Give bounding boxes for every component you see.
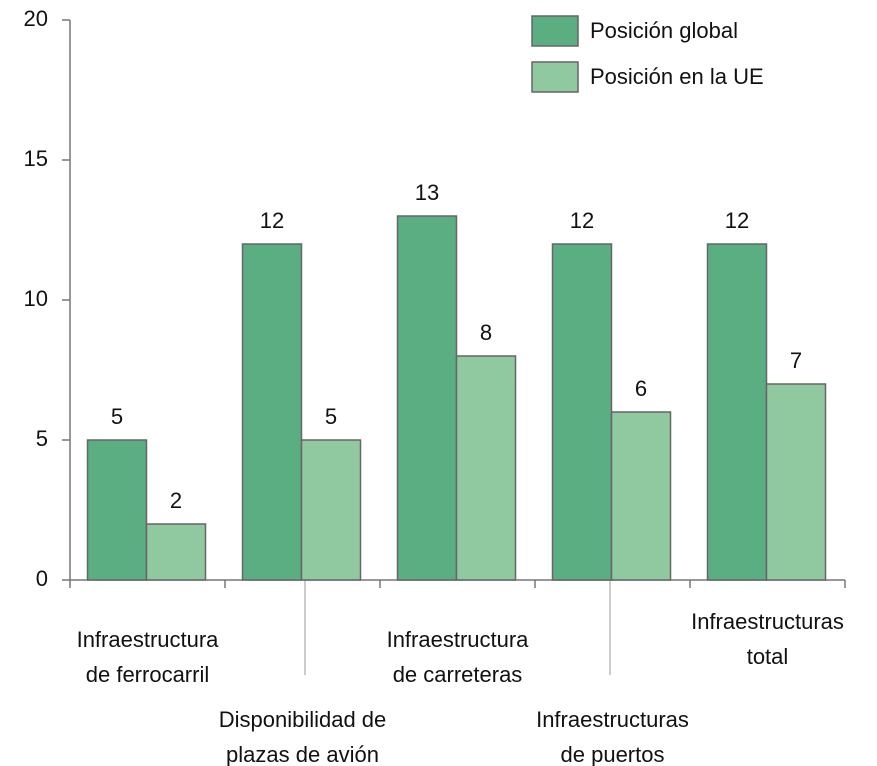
- legend-label: Posición global: [590, 18, 738, 43]
- y-tick-label: 10: [24, 286, 48, 311]
- value-label: 5: [111, 404, 123, 429]
- value-label: 7: [790, 348, 802, 373]
- value-label: 13: [415, 180, 439, 205]
- bar: [300, 439, 362, 581]
- legend-swatch: [531, 15, 579, 47]
- value-label: 12: [260, 208, 284, 233]
- bar: [610, 411, 672, 581]
- x-tick-label: Disponibilidad de plazas de avión: [218, 707, 387, 766]
- bar: [145, 523, 207, 581]
- x-tick-label: Infraestructuras de puertos: [536, 707, 689, 766]
- y-tick-label: 15: [24, 146, 48, 171]
- value-label: 8: [480, 320, 492, 345]
- value-label: 2: [170, 488, 182, 513]
- bar: [396, 215, 458, 581]
- legend-label: Posición en la UE: [590, 64, 764, 89]
- bar: [455, 355, 517, 581]
- value-label: 5: [325, 404, 337, 429]
- x-tick-label: Infraestructuras total: [691, 609, 844, 669]
- x-tick-label: Infraestructura de ferrocarril: [76, 627, 219, 687]
- y-tick-label: 5: [36, 426, 48, 451]
- bar: [551, 243, 613, 581]
- bar: [241, 243, 303, 581]
- value-label: 12: [570, 208, 594, 233]
- bar: [86, 439, 148, 581]
- legend-swatch: [531, 61, 579, 93]
- value-label: 6: [635, 376, 647, 401]
- bar: [706, 243, 768, 581]
- bar: [765, 383, 827, 581]
- value-label: 12: [725, 208, 749, 233]
- y-tick-label: 0: [36, 566, 48, 591]
- y-tick-label: 20: [24, 6, 48, 31]
- x-tick-label: Infraestructura de carreteras: [386, 627, 529, 687]
